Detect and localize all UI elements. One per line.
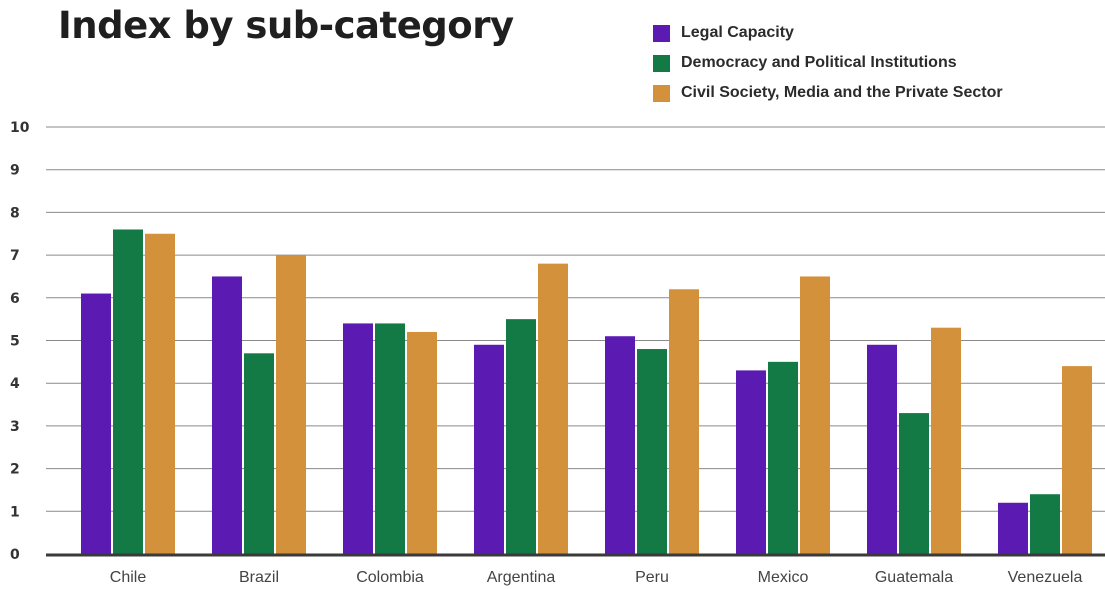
- legend-swatch-democracy: [653, 54, 670, 72]
- bar: [800, 276, 830, 554]
- bar: [637, 349, 667, 554]
- legend-item-democracy: Democracy and Political Institutions: [653, 48, 1003, 78]
- y-tick-label: 5: [10, 334, 20, 350]
- x-tick-label: Mexico: [758, 569, 809, 586]
- y-tick-label: 10: [10, 120, 30, 136]
- y-tick-label: 9: [10, 163, 20, 179]
- bar: [81, 293, 111, 554]
- x-tick-label: Venezuela: [1008, 569, 1083, 586]
- bar: [605, 336, 635, 554]
- legend-label-civil-society: Civil Society, Media and the Private Sec…: [681, 84, 1003, 101]
- bar: [1030, 494, 1060, 554]
- bar: [931, 327, 961, 554]
- bar: [113, 229, 143, 555]
- bar: [375, 323, 405, 554]
- y-tick-label: 8: [10, 205, 20, 221]
- x-tick-label: Chile: [110, 569, 147, 586]
- bar: [474, 344, 504, 554]
- bar: [244, 353, 274, 554]
- y-tick-label: 0: [10, 547, 20, 563]
- legend-label-legal-capacity: Legal Capacity: [681, 24, 794, 41]
- legend-item-civil-society: Civil Society, Media and the Private Sec…: [653, 78, 1003, 108]
- x-tick-label: Peru: [635, 569, 669, 586]
- y-tick-label: 4: [10, 376, 20, 392]
- bar: [1062, 366, 1092, 554]
- bar: [669, 289, 699, 554]
- y-tick-label: 3: [10, 419, 20, 435]
- bar: [276, 255, 306, 554]
- chart-title: Index by sub-category: [58, 4, 514, 47]
- bar: [899, 413, 929, 554]
- y-tick-label: 2: [10, 462, 20, 478]
- bar: [867, 344, 897, 554]
- bar: [506, 319, 536, 554]
- bar: [736, 370, 766, 554]
- bar: [212, 276, 242, 554]
- bar: [768, 361, 798, 554]
- y-tick-label: 6: [10, 291, 20, 307]
- x-tick-label: Brazil: [239, 569, 279, 586]
- bar: [145, 233, 175, 554]
- bar: [407, 331, 437, 554]
- legend-swatch-civil-society: [653, 84, 670, 102]
- x-tick-label: Colombia: [356, 569, 424, 586]
- legend-label-democracy: Democracy and Political Institutions: [681, 54, 957, 71]
- legend: Legal Capacity Democracy and Political I…: [653, 18, 1003, 108]
- x-tick-label: Guatemala: [875, 569, 953, 586]
- y-tick-label: 1: [10, 504, 20, 520]
- legend-swatch-legal-capacity: [653, 24, 670, 42]
- bar: [538, 263, 568, 554]
- x-tick-label: Argentina: [487, 569, 556, 586]
- bar: [998, 502, 1028, 554]
- legend-item-legal-capacity: Legal Capacity: [653, 18, 1003, 48]
- bar: [343, 323, 373, 554]
- y-tick-label: 7: [10, 248, 20, 264]
